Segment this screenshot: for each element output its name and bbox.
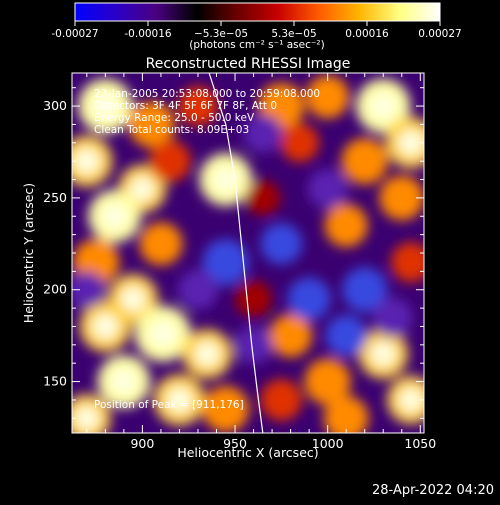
heatmap-blob (323, 395, 369, 433)
heatmap-blob-core (369, 92, 397, 120)
colorbar-tick-label: -0.00016 (124, 28, 172, 40)
x-axis-ticks: 900 950 1000 1050 (86, 73, 436, 451)
heatmap-blob (269, 314, 313, 358)
heatmap-blob (234, 325, 273, 365)
peak-position-label: Position of Peak = [911,176] (94, 399, 244, 411)
render-timestamp: 28-Apr-2022 04:20 (372, 483, 494, 498)
x-tick-label: 900 (130, 436, 154, 451)
colorbar (74, 2, 441, 22)
heatmap-area (72, 73, 424, 433)
annotation-energy-range: Energy Range: 25.0 - 50.0 keV (94, 112, 255, 124)
colorbar-tick-label: -0.00027 (51, 28, 98, 40)
colorbar-tick-label: 0.00027 (418, 28, 461, 40)
heatmap-blob-core (92, 313, 119, 340)
heatmap-blob-core (91, 92, 119, 120)
chart-title: Reconstructed RHESSI Image (146, 56, 351, 72)
heatmap-blob-core (212, 166, 239, 193)
heatmap-blob (235, 280, 272, 318)
heatmap-blob-core (166, 387, 193, 413)
colorbar-tick-label: 0.00016 (345, 28, 389, 40)
heatmap-blob (304, 358, 351, 405)
heatmap-blob-core (101, 203, 128, 230)
heatmap-blob (372, 297, 413, 338)
heatmap-blob (260, 223, 303, 265)
heatmap-blob-core (110, 368, 138, 395)
x-axis-label: Heliocentric X (arcsec) (177, 445, 318, 460)
y-axis-ticks: 150 200 250 300 (43, 87, 424, 419)
annotation-detectors: Detectors: 3F 4F 5F 6F 7F 8F, Att 0 (94, 100, 277, 112)
heatmap-blob (324, 203, 368, 248)
annotation-block: 23-Jan-2005 20:53:08.000 to 20:59:08.000… (94, 88, 320, 136)
heatmap-blob (128, 101, 175, 148)
heatmap-blob-core (130, 176, 155, 201)
heatmap-blob (177, 86, 218, 127)
colorbar-tick-label: 5.3e−05 (271, 28, 316, 40)
heatmap-blob-core (120, 286, 146, 312)
x-tick-label: 950 (223, 436, 247, 451)
x-tick-label: 1000 (312, 436, 344, 451)
y-tick-label: 150 (43, 374, 67, 389)
heatmap-blob (245, 180, 281, 216)
heatmap-blob-core (370, 341, 396, 367)
heatmap-blob (149, 140, 191, 182)
heatmap-blob (139, 222, 183, 266)
heatmap-blob (325, 314, 367, 357)
annotation-clean-counts: Clean Total counts: 8.09E+03 (94, 124, 249, 136)
heatmap-blob (287, 277, 331, 321)
heatmap-blob (243, 114, 283, 153)
y-tick-label: 250 (43, 190, 67, 205)
y-axis-label: Heliocentric Y (arcsec) (21, 183, 36, 323)
heatmap-blob-core (399, 387, 424, 412)
heatmap-blob (202, 385, 249, 433)
solar-limb-curve (208, 73, 264, 433)
heatmap-blob (342, 267, 388, 313)
colorbar-ticks: -0.00027 -0.00016 −5.3e−05 5.3e−05 0.00016 0.… (51, 21, 462, 40)
heatmap-blob (379, 175, 424, 221)
heatmap-blob (72, 271, 106, 309)
colorbar-unit-label: (photons cm⁻² s⁻¹ asec⁻²) (189, 39, 324, 51)
heatmap-blob (202, 238, 249, 286)
y-tick-label: 300 (43, 98, 67, 113)
heatmap-blob (260, 379, 303, 421)
heatmap-blob (306, 75, 350, 119)
heatmap-blob (280, 123, 320, 162)
heatmap-blobs (72, 75, 424, 433)
colorbar-tick-label: −5.3e−05 (194, 28, 248, 40)
heatmap-blob-core (148, 319, 177, 348)
heatmap-blob (391, 242, 424, 283)
x-tick-label: 1050 (404, 436, 436, 451)
y-tick-label: 200 (43, 282, 67, 297)
heatmap-blob (307, 168, 348, 209)
heatmap-blob-core (74, 148, 100, 174)
heatmap-blob (341, 137, 388, 185)
heatmap-blob-core (194, 341, 220, 367)
annotation-time-range: 23-Jan-2005 20:53:08.000 to 20:59:08.000 (94, 88, 320, 100)
heatmap-blob-core (74, 406, 99, 431)
heatmap-blob (177, 269, 218, 310)
heatmap-blob-core (398, 129, 424, 156)
